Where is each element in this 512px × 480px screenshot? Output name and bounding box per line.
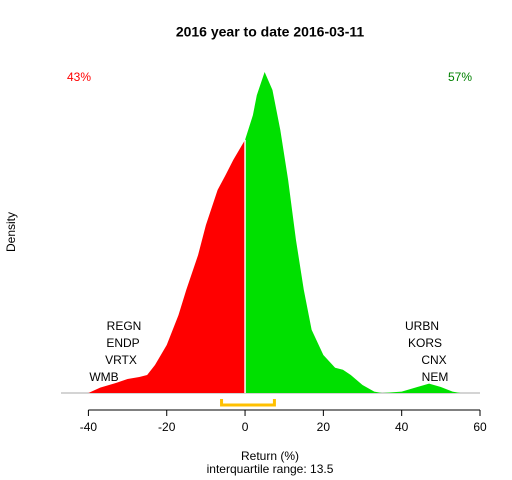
chart-title: 2016 year to date 2016-03-11 (176, 24, 365, 40)
stock-label: ENDP (106, 336, 139, 350)
iqr-bracket (220, 399, 276, 407)
right-share: 57% (448, 70, 472, 84)
x-tick-label: 0 (242, 420, 249, 434)
x-axis-label: Return (%) (241, 449, 299, 463)
stock-label: CNX (421, 353, 446, 367)
negative-area (88, 139, 246, 393)
y-axis-label: Density (4, 212, 18, 252)
x-tick-label: -20 (158, 420, 176, 434)
stock-label: NEM (422, 370, 449, 384)
stock-label: URBN (405, 319, 439, 333)
stock-label: VRTX (105, 353, 137, 367)
left-share: 43% (67, 70, 91, 84)
stock-label: WMB (89, 370, 118, 384)
x-tick-label: -40 (80, 420, 98, 434)
x-tick-label: 40 (395, 420, 409, 434)
positive-area (245, 71, 461, 393)
x-tick-label: 60 (473, 420, 487, 434)
x-tick-label: 20 (317, 420, 331, 434)
subtitle: interquartile range: 13.5 (207, 462, 334, 476)
stock-label: REGN (107, 319, 142, 333)
stock-label: KORS (408, 336, 442, 350)
